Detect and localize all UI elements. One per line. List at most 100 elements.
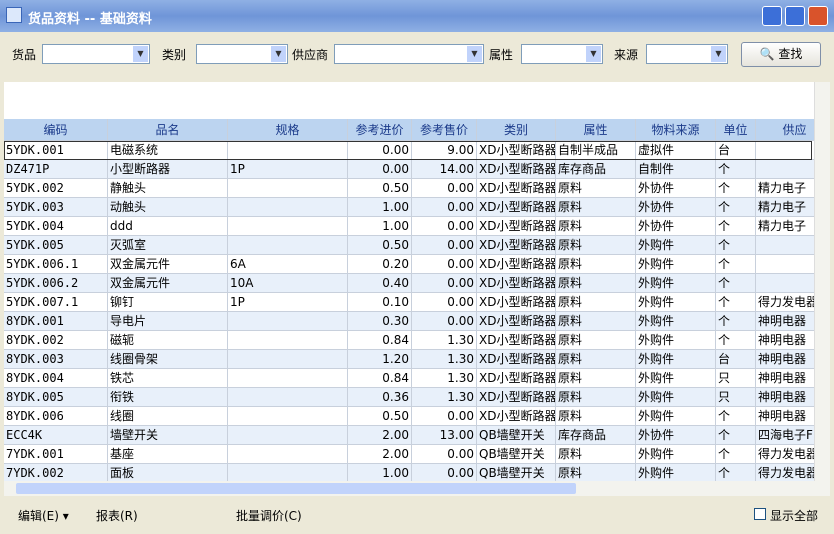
grid-cell[interactable]: 0.00 [412,464,477,481]
column-header[interactable]: 品名 [108,119,228,141]
grid-cell[interactable]: 原料 [556,217,636,236]
grid-cell[interactable]: 外购件 [636,350,716,369]
search-button[interactable]: 🔍 查找 [741,42,821,67]
grid-cell[interactable] [228,464,348,481]
grid-cell[interactable]: 8YDK.003 [4,350,108,369]
grid-cell[interactable]: 个 [716,445,756,464]
grid-cell[interactable]: 0.00 [412,255,477,274]
grid-cell[interactable]: 2.00 [348,445,412,464]
grid-cell[interactable]: 1.30 [412,388,477,407]
grid-cell[interactable] [228,331,348,350]
grid-cell[interactable]: 灭弧室 [108,236,228,255]
grid-cell[interactable]: 原料 [556,388,636,407]
grid-cell[interactable] [228,312,348,331]
grid-cell[interactable]: 外购件 [636,331,716,350]
grid-cell[interactable]: 0.50 [348,236,412,255]
column-header[interactable]: 物料来源 [636,119,716,141]
grid-cell[interactable]: 得力发电器 [756,445,814,464]
grid-cell[interactable] [756,236,814,255]
grid-cell[interactable]: XD小型断路器 [477,369,556,388]
grid-cell[interactable]: 个 [716,312,756,331]
grid-cell[interactable]: 得力发电器 [756,464,814,481]
grid-cell[interactable]: 外协件 [636,426,716,445]
grid-cell[interactable]: 8YDK.004 [4,369,108,388]
grid-cell[interactable]: 神明电器 [756,369,814,388]
grid-cell[interactable]: 个 [716,179,756,198]
grid-cell[interactable]: 0.00 [412,236,477,255]
grid-cell[interactable]: 外购件 [636,369,716,388]
grid-cell[interactable]: 外购件 [636,388,716,407]
grid-cell[interactable]: 9.00 [412,141,477,160]
grid-cell[interactable]: 1P [228,293,348,312]
grid-cell[interactable]: 原料 [556,350,636,369]
grid-cell[interactable]: 0.50 [348,179,412,198]
grid-cell[interactable]: 小型断路器 [108,160,228,179]
grid-cell[interactable]: 精力电子 [756,198,814,217]
grid-cell[interactable]: 原料 [556,464,636,481]
grid-cell[interactable]: DZ471P [4,160,108,179]
grid-cell[interactable]: 原料 [556,236,636,255]
grid-cell[interactable]: 个 [716,236,756,255]
filter-combo[interactable]: ▼ [646,44,728,64]
grid-cell[interactable]: 面板 [108,464,228,481]
grid-cell[interactable]: 0.00 [412,407,477,426]
grid-cell[interactable]: 个 [716,293,756,312]
minimize-button[interactable] [762,6,782,26]
grid-cell[interactable]: 5YDK.006.1 [4,255,108,274]
filter-combo[interactable]: ▼ [196,44,288,64]
grid-cell[interactable]: 铆钉 [108,293,228,312]
column-header[interactable]: 规格 [228,119,348,141]
grid-cell[interactable]: 1.00 [348,217,412,236]
grid-cell[interactable]: 个 [716,255,756,274]
report-button[interactable]: 报表(R) [96,509,138,523]
grid-cell[interactable]: 神明电器 [756,331,814,350]
grid-cell[interactable]: XD小型断路器 [477,407,556,426]
grid-cell[interactable] [228,141,348,160]
grid-cell[interactable]: 原料 [556,369,636,388]
grid-cell[interactable]: 只 [716,388,756,407]
grid-cell[interactable]: 个 [716,274,756,293]
grid-cell[interactable] [756,274,814,293]
grid-cell[interactable]: ECC4K [4,426,108,445]
grid-cell[interactable] [228,198,348,217]
grid-cell[interactable]: 神明电器 [756,388,814,407]
grid-cell[interactable]: 0.00 [348,160,412,179]
grid-cell[interactable]: 个 [716,407,756,426]
grid-cell[interactable]: 双金属元件 [108,255,228,274]
grid-cell[interactable]: 自制件 [636,160,716,179]
grid-cell[interactable]: 神明电器 [756,312,814,331]
filter-combo[interactable]: ▼ [334,44,484,64]
grid-cell[interactable]: 1.30 [412,350,477,369]
grid-cell[interactable]: 个 [716,198,756,217]
grid-cell[interactable]: XD小型断路器 [477,160,556,179]
grid-cell[interactable]: 原料 [556,445,636,464]
scroll-thumb[interactable] [16,483,576,494]
grid-cell[interactable]: 神明电器 [756,350,814,369]
grid-cell[interactable] [228,445,348,464]
column-header[interactable]: 属性 [556,119,636,141]
grid-cell[interactable]: 0.50 [348,407,412,426]
grid-cell[interactable]: 得力发电器 [756,293,814,312]
grid-cell[interactable]: 0.40 [348,274,412,293]
grid-cell[interactable]: 0.84 [348,331,412,350]
grid-cell[interactable]: XD小型断路器 [477,274,556,293]
grid-cell[interactable]: 0.10 [348,293,412,312]
grid-cell[interactable]: 精力电子 [756,179,814,198]
grid-cell[interactable]: 原料 [556,312,636,331]
grid-cell[interactable]: 1.20 [348,350,412,369]
grid-cell[interactable]: 1.30 [412,331,477,350]
filter-combo[interactable]: ▼ [42,44,150,64]
grid-cell[interactable]: 0.00 [348,141,412,160]
grid-cell[interactable]: 8YDK.005 [4,388,108,407]
grid-cell[interactable] [228,217,348,236]
grid-cell[interactable] [756,160,814,179]
grid-cell[interactable]: 8YDK.002 [4,331,108,350]
grid-cell[interactable]: 外购件 [636,464,716,481]
close-button[interactable] [808,6,828,26]
grid-cell[interactable]: 5YDK.001 [4,141,108,160]
grid-cell[interactable]: 原料 [556,255,636,274]
grid-cell[interactable]: 8YDK.001 [4,312,108,331]
column-header[interactable]: 类别 [477,119,556,141]
grid-cell[interactable]: 外购件 [636,407,716,426]
grid-cell[interactable]: 0.00 [412,217,477,236]
